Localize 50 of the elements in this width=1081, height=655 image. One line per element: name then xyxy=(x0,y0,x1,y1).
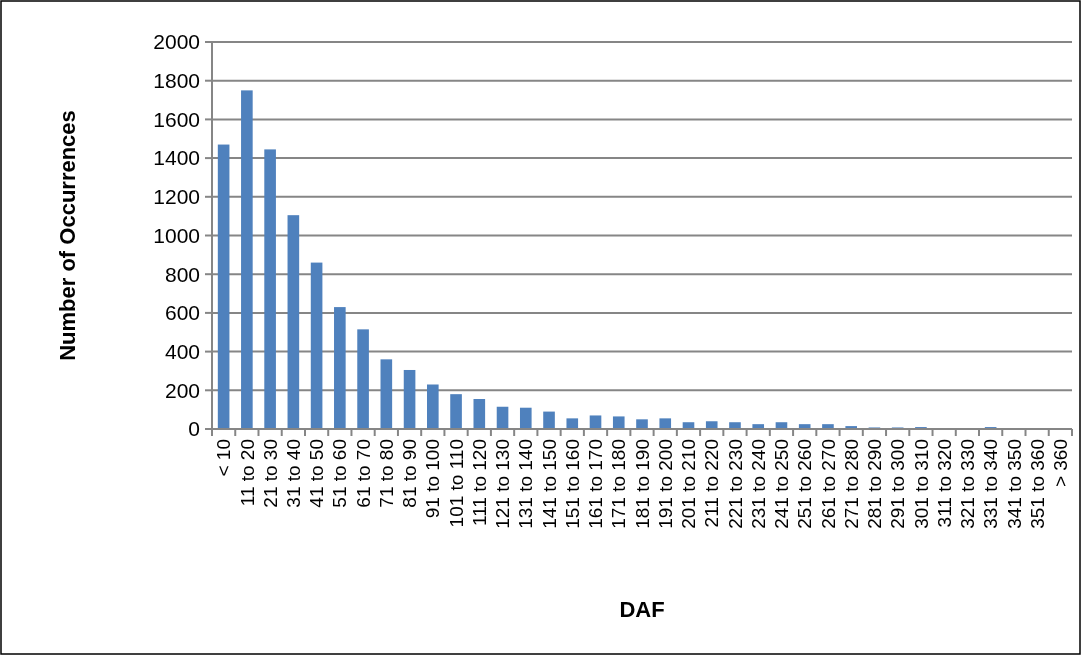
x-tick-label: 241 to 250 xyxy=(771,439,793,529)
y-axis-title: Number of Occurrences xyxy=(55,110,80,361)
x-tick-label: 221 to 230 xyxy=(724,439,746,529)
x-tick-label: 211 to 220 xyxy=(701,439,723,528)
x-tick-label: 321 to 330 xyxy=(957,439,979,529)
x-tick-label: 271 to 280 xyxy=(840,439,862,529)
x-tick-label: 291 to 300 xyxy=(887,439,909,529)
y-tick-label: 2000 xyxy=(153,30,200,54)
y-tick-label: 0 xyxy=(188,417,200,441)
x-tick-label: 11 to 20 xyxy=(236,439,258,507)
y-tick-label: 1600 xyxy=(153,107,200,131)
x-tick-label: 181 to 190 xyxy=(631,439,653,529)
y-tick-label: 200 xyxy=(164,378,200,402)
y-tick-label: 1000 xyxy=(153,223,200,247)
x-tick-label: 341 to 350 xyxy=(1003,439,1025,529)
x-tick-label: < 10 xyxy=(213,439,235,477)
x-tick-label: 161 to 170 xyxy=(585,439,607,529)
y-tick-label: 400 xyxy=(164,339,200,363)
x-tick-label: 71 to 80 xyxy=(375,439,397,508)
x-tick-label: 171 to 180 xyxy=(608,439,630,529)
x-tick-label: 91 to 100 xyxy=(422,439,444,519)
x-axis-title: DAF xyxy=(619,597,665,622)
x-tick-label: 261 to 270 xyxy=(817,439,839,529)
x-tick-label: 311 to 320 xyxy=(933,439,955,528)
x-tick-label: 121 to 130 xyxy=(492,439,514,529)
x-tick-label: 61 to 70 xyxy=(352,439,374,508)
x-tick-label: 151 to 160 xyxy=(561,439,583,529)
x-tick-label: > 360 xyxy=(1050,439,1072,488)
y-tick-label: 600 xyxy=(164,301,200,325)
y-tick-label: 1200 xyxy=(153,185,200,209)
x-tick-label: 201 to 210 xyxy=(678,439,700,529)
x-tick-label: 101 to 110 xyxy=(445,439,467,528)
x-tick-label: 81 to 90 xyxy=(399,439,421,508)
y-tick-label: 800 xyxy=(164,262,200,286)
x-tick-label: 31 to 40 xyxy=(283,439,304,508)
x-tick-label: 21 to 30 xyxy=(259,439,281,508)
x-tick-label: 331 to 340 xyxy=(980,439,1002,529)
x-tick-label: 131 to 140 xyxy=(515,439,537,529)
y-tick-label: 1400 xyxy=(153,146,200,170)
x-tick-label: 41 to 50 xyxy=(306,439,328,508)
x-tick-label: 191 to 200 xyxy=(654,439,676,529)
x-tick-label: 301 to 310 xyxy=(910,439,932,529)
x-tick-label: 351 to 360 xyxy=(1026,439,1048,529)
x-tick-label: 251 to 260 xyxy=(794,439,816,529)
y-tick-label: 1800 xyxy=(153,69,200,93)
x-tick-label: 281 to 290 xyxy=(864,439,886,529)
x-tick-label: 111 to 120 xyxy=(468,439,490,526)
x-tick-label: 51 to 60 xyxy=(329,439,351,508)
x-tick-label: 231 to 240 xyxy=(747,439,769,529)
x-tick-label: 141 to 150 xyxy=(538,439,560,529)
